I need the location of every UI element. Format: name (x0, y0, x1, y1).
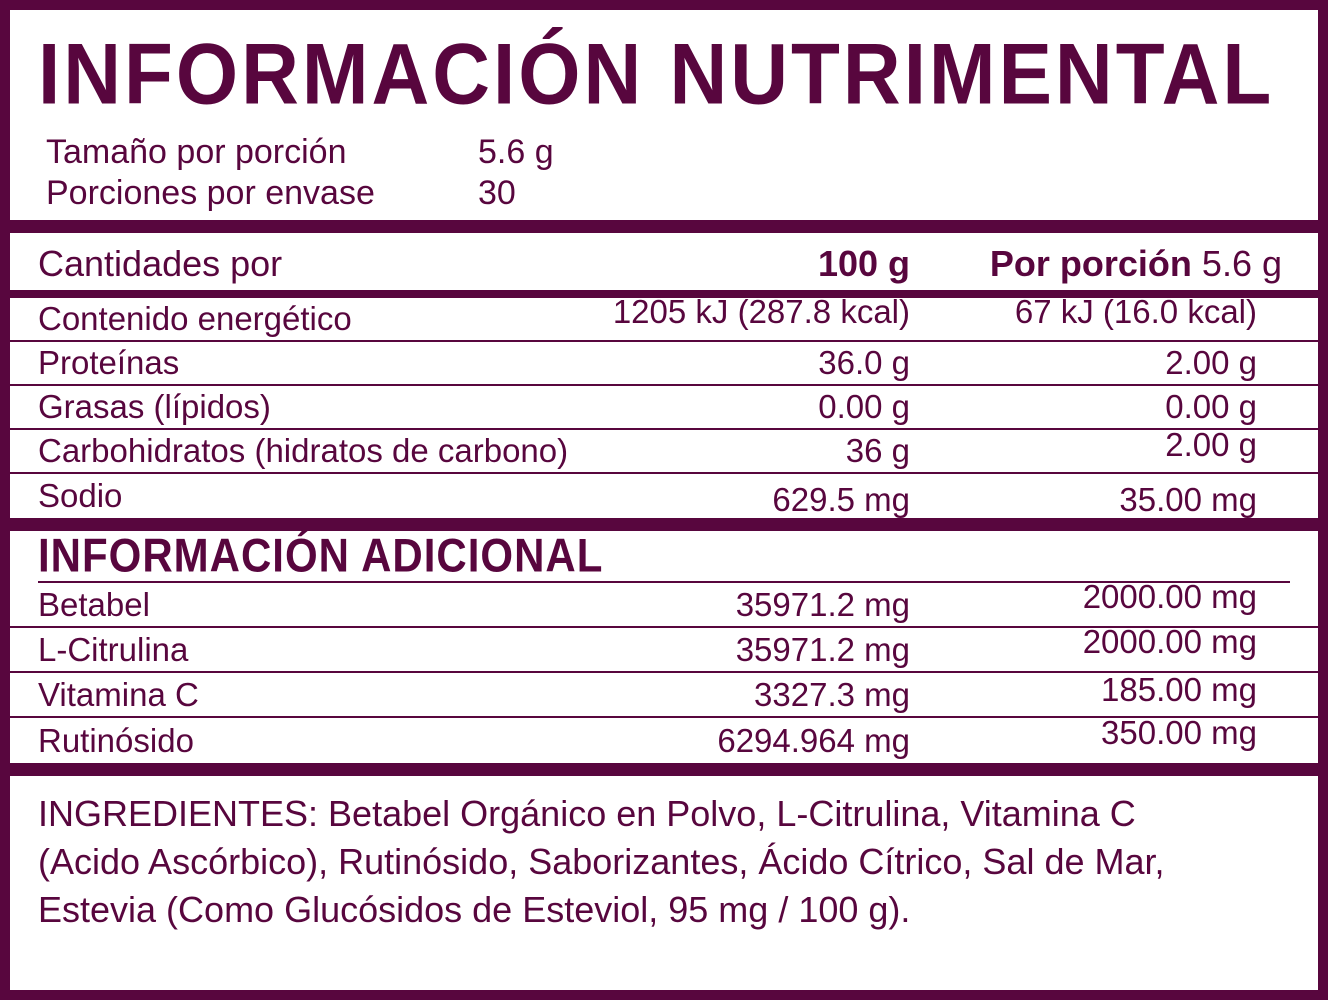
row-value-100g: 35971.2 mg (735, 585, 910, 623)
row-value-100g: 36 g (845, 432, 910, 469)
row-value-portion: 2.00 g (1165, 426, 1257, 463)
serving-size-label: Tamaño por porción (46, 133, 347, 171)
row-value-100g: 629.5 mg (772, 481, 910, 518)
servings-per-container-label: Porciones por envase (46, 174, 375, 212)
row-value-portion: 2000.00 mg (1082, 577, 1257, 615)
ingredients-line-3: Estevia (Como Glucósidos de Esteviol, 95… (38, 889, 911, 930)
serving-size-row: Tamaño por porción 5.6 g (38, 132, 1290, 173)
amounts-per-label: Cantidades por (38, 242, 283, 284)
row-value-100g: 3327.3 mg (754, 675, 910, 713)
col-100g-header: 100 g (817, 242, 910, 284)
row-value-100g: 1205 kJ (287.8 kcal) (612, 293, 910, 330)
serving-info: Tamaño por porción 5.6 g Porciones por e… (38, 132, 1290, 214)
row-value-portion: 0.00 g (1165, 388, 1257, 425)
table-row-carbs: Carbohidratos (hidratos de carbono) 36 g… (10, 426, 1318, 474)
section-divider (10, 763, 1318, 776)
table-row-citrulline: L-Citrulina 35971.2 mg 2000.00 mg (10, 623, 1318, 673)
row-label: Contenido energético (38, 300, 352, 337)
row-value-portion: 350.00 mg (1101, 713, 1257, 751)
portion-header-value: 5.6 g (1201, 242, 1282, 284)
row-label: Sodio (38, 477, 123, 514)
row-value-portion: 2000.00 mg (1082, 622, 1257, 660)
row-label: Betabel (38, 585, 150, 623)
row-label: Grasas (lípidos) (38, 388, 271, 425)
table-row-rutinoside: Rutinósido 6294.964 mg 350.00 mg (10, 714, 1318, 763)
section-divider (10, 220, 1318, 233)
row-value-100g: 36.0 g (818, 344, 910, 381)
page-title: INFORMACIÓN NUTRIMENTAL (38, 25, 1275, 122)
col-portion-header: Por porción 5.6 g (910, 243, 1290, 285)
title-section: INFORMACIÓN NUTRIMENTAL Tamaño por porci… (10, 10, 1318, 220)
portion-header-bold: Por porción (989, 242, 1192, 284)
table-row-fat: Grasas (lípidos) 0.00 g 0.00 g (10, 386, 1318, 430)
row-value-100g: 6294.964 mg (717, 721, 910, 759)
row-label: Proteínas (38, 344, 180, 381)
serving-size-value: 5.6 g (478, 133, 554, 171)
row-value-portion: 67 kJ (16.0 kcal) (1014, 293, 1257, 330)
additional-info-title: INFORMACIÓN ADICIONAL (38, 529, 1290, 583)
table-header-row: Cantidades por 100 g Por porción 5.6 g (10, 233, 1318, 298)
row-value-100g: 35971.2 mg (735, 630, 910, 668)
row-value-portion: 2.00 g (1165, 344, 1257, 381)
nutrient-table: Contenido energético 1205 kJ (287.8 kcal… (10, 293, 1318, 518)
row-label: Carbohidratos (hidratos de carbono) (38, 432, 569, 469)
row-value-100g: 0.00 g (818, 388, 910, 425)
ingredients-section: INGREDIENTES: Betabel Orgánico en Polvo,… (10, 776, 1318, 990)
table-row-protein: Proteínas 36.0 g 2.00 g (10, 342, 1318, 386)
table-row-sodium: Sodio 629.5 mg 35.00 mg (10, 474, 1318, 518)
servings-per-container-row: Porciones por envase 30 (38, 173, 1290, 214)
table-row-vitamin-c: Vitamina C 3327.3 mg 185.00 mg (10, 670, 1318, 718)
row-value-portion: 35.00 mg (1119, 481, 1257, 518)
row-value-portion: 185.00 mg (1101, 670, 1257, 708)
row-label: L-Citrulina (38, 630, 189, 668)
ingredients-line-2: (Acido Ascórbico), Rutinósido, Saborizan… (38, 841, 1165, 882)
row-label: Rutinósido (38, 721, 194, 759)
table-row-energy: Contenido energético 1205 kJ (287.8 kcal… (10, 293, 1318, 342)
additional-info-table: Betabel 35971.2 mg 2000.00 mg L-Citrulin… (10, 578, 1318, 763)
row-label: Vitamina C (38, 675, 199, 713)
servings-per-container-value: 30 (478, 174, 516, 212)
ingredients-line-1: INGREDIENTES: Betabel Orgánico en Polvo,… (38, 793, 1136, 834)
section-divider (10, 518, 1318, 531)
table-row-beet: Betabel 35971.2 mg 2000.00 mg (10, 578, 1318, 628)
additional-info-title-text: INFORMACIÓN ADICIONAL (38, 529, 604, 582)
